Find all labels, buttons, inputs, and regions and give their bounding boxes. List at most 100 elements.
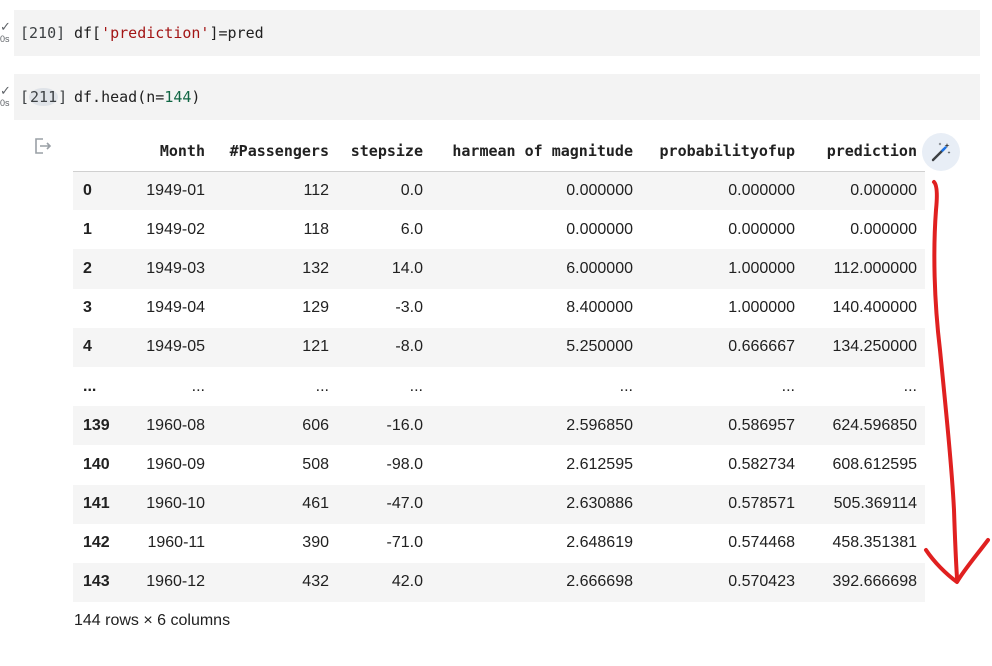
column-header-month: Month — [127, 131, 213, 172]
table-row: 139 1960-08 606 -16.0 2.596850 0.586957 624.59… — [73, 406, 925, 446]
row-index: 0 — [83, 181, 92, 199]
cell-stepsize: -47.0 — [386, 495, 423, 513]
code-text[interactable]: df.head(n=144) — [74, 88, 201, 106]
cell-stepsize: 14.0 — [391, 259, 423, 277]
table-row: 142 1960-11 390 -71.0 2.648619 0.574468 458.35… — [73, 523, 925, 563]
cell-probabilityofup: 0.582734 — [728, 455, 795, 473]
row-index: 3 — [83, 299, 92, 317]
code-text[interactable]: df['prediction']=pred — [74, 24, 264, 42]
cell-passengers: 112 — [303, 181, 329, 199]
execution-duration: 0s — [0, 98, 10, 108]
check-icon: ✓ — [0, 84, 11, 99]
cell-prediction: 0.000000 — [850, 181, 917, 199]
cell-prediction: 140.400000 — [832, 299, 917, 317]
table-row: 141 1960-10 461 -47.0 2.630886 0.578571 505.36… — [73, 484, 925, 524]
code-editor[interactable]: [210] df['prediction']=pred — [14, 10, 980, 56]
cell-prediction: 505.369114 — [833, 495, 917, 513]
cell-passengers: 129 — [302, 299, 329, 317]
cell-month: 1960-12 — [146, 573, 205, 591]
cell-harmean: 2.612595 — [566, 455, 633, 473]
cell-harmean: 6.000000 — [566, 259, 633, 277]
cell-passengers: 121 — [302, 338, 329, 356]
cell-stepsize: 42.0 — [391, 573, 423, 591]
cell-probabilityofup: 1.000000 — [728, 259, 795, 277]
execution-duration: 0s — [0, 34, 10, 44]
dataframe-shape: 144 rows × 6 columns — [74, 612, 231, 629]
output-redirect-icon[interactable] — [33, 137, 53, 155]
row-index: 142 — [83, 534, 110, 552]
row-index: 140 — [83, 455, 110, 473]
table-row: 143 1960-12 432 42.0 2.666698 0.570423 392.666… — [73, 562, 925, 603]
cell-month: 1949-03 — [146, 259, 205, 277]
column-header-probabilityofup: probabilityofup — [641, 131, 803, 172]
cell-passengers: 118 — [303, 220, 329, 238]
execution-count-number: 211 — [29, 88, 59, 106]
row-index: ... — [83, 377, 97, 395]
red-arrow-down-icon — [924, 180, 990, 584]
row-index: 4 — [83, 338, 92, 356]
cell-passengers: 461 — [302, 495, 329, 513]
cell-passengers: 508 — [302, 455, 329, 473]
cell-probabilityofup: 0.666667 — [728, 338, 795, 356]
index-header — [73, 131, 127, 172]
cell-harmean: 8.400000 — [566, 299, 633, 317]
cell-probabilityofup: 0.570423 — [728, 573, 795, 591]
cell-probabilityofup: 0.000000 — [728, 220, 795, 238]
table-row: 2 1949-03 132 14.0 6.000000 1.000000 112.00000… — [73, 249, 925, 289]
cell-passengers: 390 — [302, 534, 329, 552]
cell-prediction: 134.250000 — [832, 338, 917, 356]
cell-stepsize: -8.0 — [395, 338, 423, 356]
cell-harmean: 2.666698 — [566, 573, 633, 591]
row-index: 139 — [83, 416, 110, 434]
execution-count[interactable]: [211] — [20, 88, 68, 106]
table-row: 4 1949-05 121 -8.0 5.250000 0.666667 134.25000… — [73, 327, 925, 367]
cell-harmean: 2.648619 — [566, 534, 633, 552]
cell-month: 1960-09 — [146, 455, 205, 473]
cell-month: 1949-01 — [146, 181, 205, 199]
cell-prediction: ... — [903, 377, 917, 395]
cell-stepsize: -3.0 — [395, 299, 423, 317]
cell-harmean: ... — [619, 377, 633, 395]
cell-stepsize: ... — [409, 377, 423, 395]
cell-prediction: 608.612595 — [832, 455, 917, 473]
cell-month: ... — [191, 377, 205, 395]
cell-probabilityofup: ... — [781, 377, 795, 395]
table-row: 140 1960-09 508 -98.0 2.612595 0.582734 608.61… — [73, 445, 925, 485]
cell-passengers: ... — [315, 377, 329, 395]
cell-harmean: 2.630886 — [566, 495, 633, 513]
cell-harmean: 0.000000 — [566, 220, 633, 238]
table-row: 3 1949-04 129 -3.0 8.400000 1.000000 140.40000… — [73, 288, 925, 328]
table-row: 1 1949-02 118 6.0 0.000000 0.000000 0.000000 — [73, 210, 925, 250]
code-cell-211[interactable]: ✓ 0s [211] df.head(n=144) — [0, 74, 992, 120]
row-index: 1 — [83, 220, 92, 238]
cell-harmean: 0.000000 — [566, 181, 633, 199]
row-index: 141 — [83, 495, 110, 513]
table-row: ..................... — [73, 366, 925, 407]
cell-month: 1949-05 — [146, 338, 205, 356]
cell-probabilityofup: 0.000000 — [728, 181, 795, 199]
magic-wand-button[interactable] — [922, 133, 960, 171]
cell-month: 1949-02 — [146, 220, 205, 238]
row-index: 2 — [83, 259, 92, 277]
column-header-stepsize: stepsize — [337, 131, 431, 172]
cell-probabilityofup: 0.586957 — [728, 416, 795, 434]
cell-month: 1960-11 — [147, 534, 205, 552]
column-header-harmean: harmean of magnitude — [431, 131, 641, 172]
row-index: 143 — [83, 573, 110, 591]
code-cell-210[interactable]: ✓ 0s [210] df['prediction']=pred — [0, 10, 992, 56]
cell-stepsize: -16.0 — [386, 416, 423, 434]
cell-month: 1960-10 — [146, 495, 205, 513]
cell-month: 1949-04 — [146, 299, 205, 317]
cell-prediction: 624.596850 — [832, 416, 917, 434]
cell-stepsize: -71.0 — [386, 534, 423, 552]
cell-prediction: 0.000000 — [850, 220, 917, 238]
check-icon: ✓ — [0, 20, 11, 35]
cell-probabilityofup: 0.574468 — [728, 534, 795, 552]
table-row: 0 1949-01 112 0.0 0.000000 0.000000 0.000000 — [73, 171, 925, 211]
cell-stepsize: 6.0 — [400, 220, 423, 238]
execution-count: [210] — [20, 24, 66, 42]
code-editor[interactable]: [211] df.head(n=144) — [14, 74, 980, 120]
cell-passengers: 132 — [302, 259, 329, 277]
cell-harmean: 2.596850 — [566, 416, 633, 434]
cell-passengers: 606 — [302, 416, 329, 434]
